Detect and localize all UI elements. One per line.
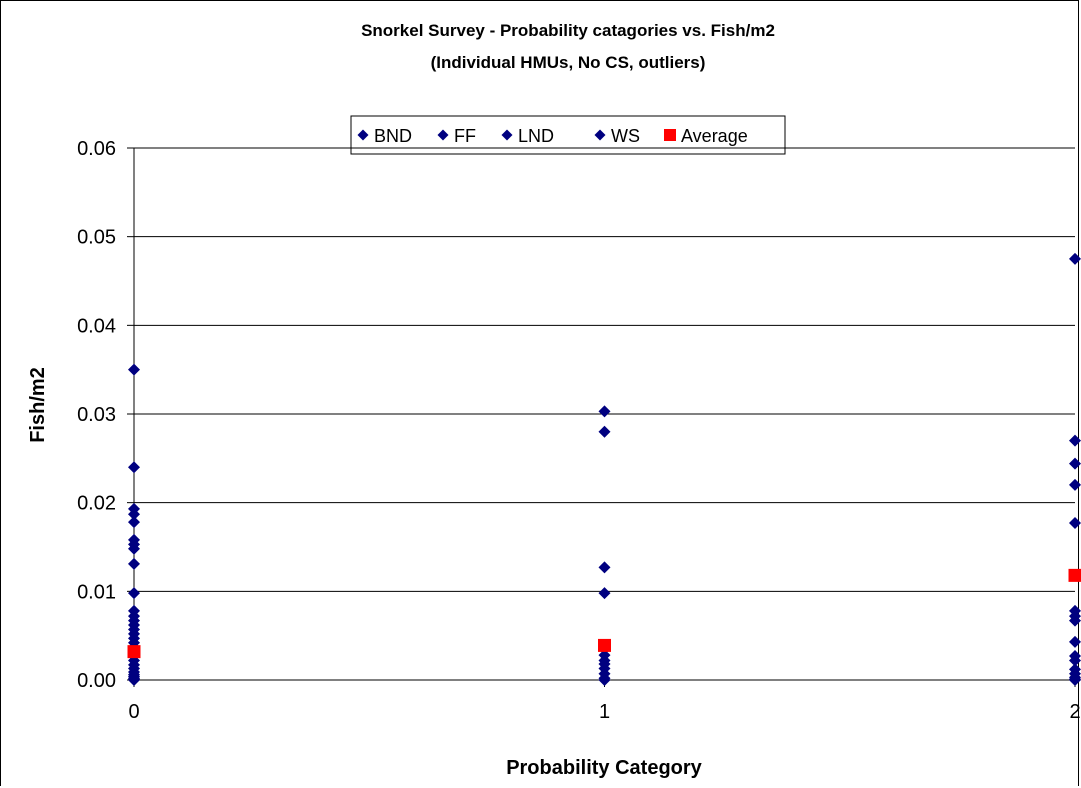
data-point-bnd — [128, 674, 140, 686]
data-point-bnd — [128, 542, 140, 555]
data-point-bnd — [128, 508, 140, 521]
gridlines — [127, 147, 1075, 681]
chart-subtitle: (Individual HMUs, No CS, outliers) — [431, 53, 706, 72]
data-point-ff — [598, 587, 611, 600]
legend-marker-bnd — [357, 129, 369, 141]
data-point-ff — [598, 405, 611, 418]
x-tick-label: 0 — [128, 701, 139, 723]
legend-marker-average — [664, 129, 676, 141]
y-tick-label: 0.02 — [77, 493, 116, 515]
y-tick-label: 0.06 — [77, 138, 116, 160]
y-tick-label: 0.04 — [77, 315, 116, 337]
data-point-lnd — [1069, 252, 1081, 265]
y-tick-label: 0.03 — [77, 404, 116, 426]
x-axis-title: Probability Category — [506, 757, 702, 779]
axes — [133, 148, 1076, 687]
data-point-lnd — [1069, 457, 1081, 470]
legend-marker-lnd — [501, 129, 513, 141]
data-point-bnd — [128, 363, 140, 376]
data-point-average — [1068, 568, 1081, 582]
legend-label-lnd: LND — [518, 126, 554, 146]
x-tick-labels: 0 1 2 — [128, 701, 1080, 723]
data-point-lnd — [1069, 517, 1081, 530]
data-point-lnd — [1069, 654, 1081, 667]
chart-title: Snorkel Survey - Probability catagories … — [361, 21, 775, 40]
x-tick-label: 1 — [599, 701, 610, 723]
y-tick-labels: 0.00 0.01 0.02 0.03 0.04 0.05 0.06 — [77, 138, 116, 692]
legend-label-ff: FF — [454, 126, 476, 146]
data-point-ff — [598, 674, 611, 686]
data-points — [127, 252, 1081, 686]
data-point-bnd — [128, 587, 140, 600]
legend-label-bnd: BND — [374, 126, 412, 146]
legend: BND FF LND WS Average — [350, 115, 786, 155]
y-axis-title: Fish/m2 — [27, 367, 49, 443]
data-point-lnd — [1069, 674, 1081, 686]
x-tick-label: 2 — [1069, 701, 1080, 723]
y-tick-label: 0.00 — [77, 670, 116, 692]
data-point-ff — [598, 425, 611, 438]
data-point-lnd — [1069, 478, 1081, 491]
y-tick-label: 0.05 — [77, 227, 116, 249]
data-point-lnd — [1069, 614, 1081, 627]
y-tick-label: 0.01 — [77, 581, 116, 603]
data-point-average — [127, 645, 141, 659]
data-point-bnd — [128, 557, 140, 570]
data-point-lnd — [1069, 635, 1081, 648]
legend-marker-ws — [594, 129, 606, 141]
legend-marker-ff — [437, 129, 449, 141]
data-point-lnd — [1069, 434, 1081, 447]
data-point-bnd — [128, 516, 140, 529]
legend-label-ws: WS — [611, 126, 640, 146]
data-point-average — [598, 638, 611, 652]
data-point-bnd — [128, 461, 140, 474]
legend-label-average: Average — [681, 126, 748, 146]
data-point-ff — [598, 561, 611, 574]
